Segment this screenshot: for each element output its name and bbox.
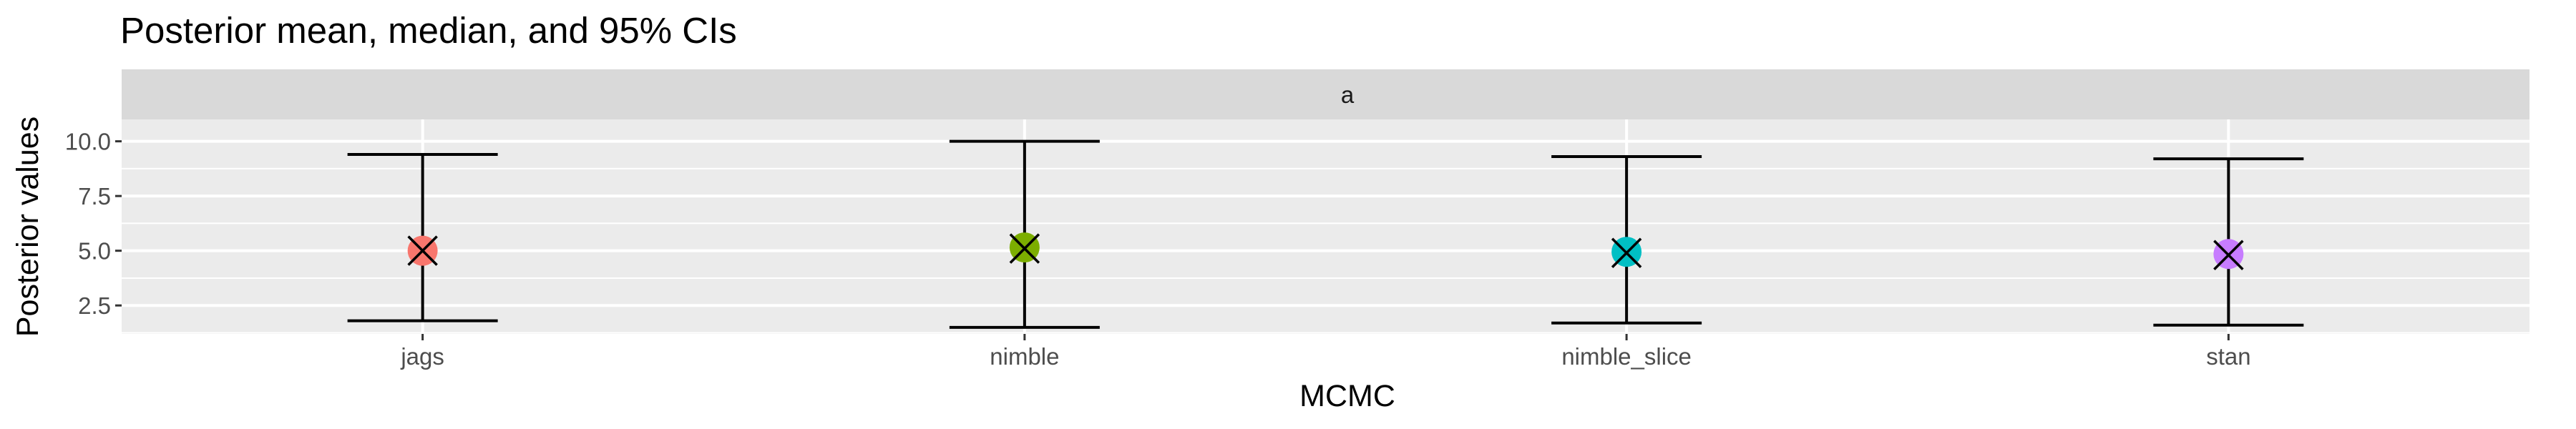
chart-title: Posterior mean, median, and 95% CIs	[120, 10, 737, 51]
plot-panel	[122, 119, 2529, 334]
x-tick-label: jags	[400, 343, 444, 370]
y-tick-label: 2.5	[78, 292, 111, 319]
y-tick-label: 10.0	[65, 129, 111, 155]
median-marker	[1611, 237, 1642, 268]
x-tick-label: stan	[2206, 343, 2250, 370]
facet-label: a	[1341, 82, 1355, 108]
x-tick-label: nimble_slice	[1561, 343, 1692, 370]
facet-strip	[122, 69, 2529, 119]
y-axis-ticks: 2.5 5.0 7.5 10.0	[65, 129, 122, 319]
y-tick-label: 7.5	[78, 183, 111, 209]
points	[407, 232, 2244, 271]
median-marker	[407, 235, 438, 266]
median-marker	[2213, 240, 2244, 271]
y-tick-label: 5.0	[78, 238, 111, 265]
x-axis-ticks: jags nimble nimble_slice stan	[400, 334, 2251, 370]
y-axis-title: Posterior values	[11, 117, 45, 337]
error-bars	[347, 139, 2304, 329]
x-tick-label: nimble	[990, 343, 1059, 370]
median-marker	[1009, 233, 1040, 264]
gridlines	[122, 119, 2529, 334]
x-axis-title: MCMC	[1299, 379, 1395, 413]
